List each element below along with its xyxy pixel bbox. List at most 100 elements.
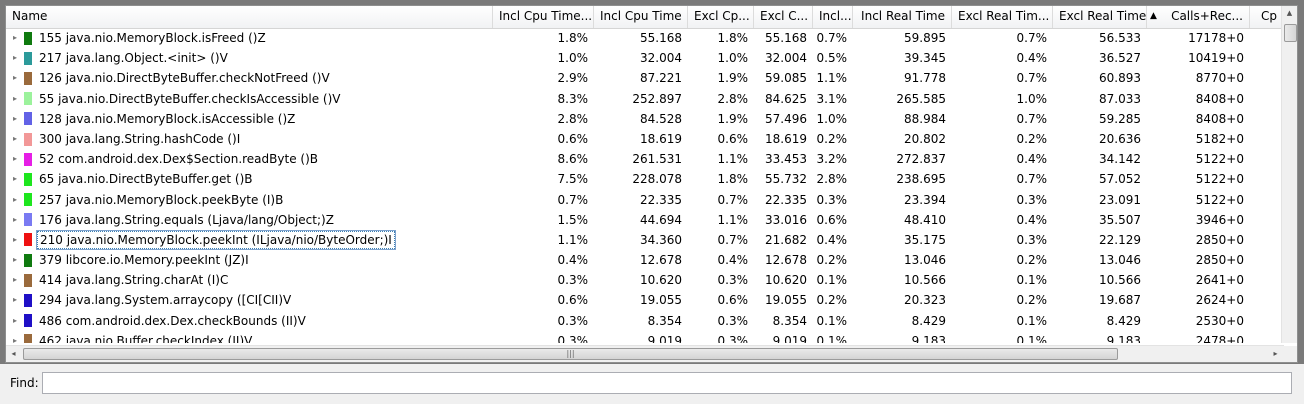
vertical-scroll-thumb[interactable]	[1284, 24, 1297, 42]
expand-arrow-icon[interactable]: ▸	[12, 73, 17, 83]
expand-arrow-icon[interactable]: ▸	[12, 275, 17, 285]
incl-real-cell: 20.323	[904, 293, 946, 308]
cpu-next-cell	[1250, 129, 1284, 149]
expand-arrow-icon[interactable]: ▸	[12, 53, 17, 63]
table-row[interactable]: ▸ 294 java.lang.System.arraycopy ([CI[CII…	[6, 290, 1284, 310]
name-cell: ▸ 210 java.nio.MemoryBlock.peekInt (ILjav…	[6, 229, 493, 250]
incl-real-pct-cell: 0.3%	[816, 192, 848, 207]
column-header-incl-cpu-pct[interactable]: Incl Cpu Time...	[493, 6, 594, 28]
profile-table-panel: Name Incl Cpu Time... Incl Cpu Time Excl Cp…	[5, 5, 1298, 363]
column-header-incl-cpu[interactable]: Incl Cpu Time	[594, 6, 688, 28]
table-body: ▸ 155 java.nio.MemoryBlock.isFreed ()Z 1.8…	[6, 28, 1284, 343]
calls-cell: 17178+0	[1188, 31, 1244, 45]
scroll-up-arrow-icon[interactable]: ▲	[1286, 9, 1293, 17]
method-color-swatch	[24, 253, 32, 267]
incl-cpu-pct-cell: 0.3%	[557, 273, 589, 288]
excl-real-cell: 8.429	[1106, 313, 1141, 328]
table-row[interactable]: ▸ 217 java.lang.Object.<init> ()V 1.0% 32.0…	[6, 48, 1284, 68]
column-header-incl-real[interactable]: Incl Real Time	[853, 6, 952, 28]
vertical-scrollbar[interactable]: ▲	[1281, 6, 1297, 343]
horizontal-scroll-thumb[interactable]: |||	[23, 348, 1118, 360]
find-input[interactable]	[42, 372, 1292, 394]
incl-cpu-cell: 18.619	[640, 131, 682, 146]
excl-cpu-pct-cell: 1.9%	[717, 111, 749, 126]
expand-arrow-icon[interactable]: ▸	[12, 33, 17, 42]
table-row[interactable]: ▸ 414 java.lang.String.charAt (I)C 0.3% 10.…	[6, 270, 1284, 290]
column-header-excl-cpu[interactable]: Excl C...	[754, 6, 813, 28]
expand-arrow-icon[interactable]: ▸	[12, 315, 17, 325]
table-row[interactable]: ▸ 462 java.nio.Buffer.checkIndex (II)V 0.3…	[6, 331, 1284, 343]
incl-real-pct-cell: 0.7%	[816, 31, 848, 45]
excl-cpu-pct-cell: 1.8%	[717, 172, 749, 187]
column-header-label: Excl Real Time	[1059, 9, 1147, 23]
column-header-calls[interactable]: ▲ Calls+Rec...	[1147, 6, 1250, 28]
incl-real-pct-cell: 0.1%	[816, 273, 848, 288]
cpu-next-cell	[1250, 311, 1284, 331]
method-name: 414 java.lang.String.charAt (I)C	[39, 273, 229, 288]
horizontal-scrollbar[interactable]: ◂ ||| ▸	[6, 345, 1284, 362]
excl-cpu-cell: 57.496	[765, 111, 807, 126]
excl-cpu-cell: 59.085	[765, 71, 807, 86]
incl-real-cell: 39.345	[904, 51, 946, 66]
table-row[interactable]: ▸ 52 com.android.dex.Dex$Section.readByte…	[6, 149, 1284, 169]
incl-cpu-cell: 228.078	[632, 172, 682, 187]
expand-arrow-icon[interactable]: ▸	[12, 255, 17, 265]
column-header-incl-real-pct[interactable]: Incl...	[813, 6, 853, 28]
column-header-label: Incl Cpu Time...	[499, 9, 593, 23]
table-row[interactable]: ▸ 210 java.nio.MemoryBlock.peekInt (ILjav…	[6, 229, 1284, 250]
column-header-label: Incl Cpu Time	[600, 9, 682, 23]
cpu-next-cell	[1250, 48, 1284, 68]
table-row[interactable]: ▸ 300 java.lang.String.hashCode ()I 0.6% 18…	[6, 129, 1284, 149]
incl-real-cell: 59.895	[904, 31, 946, 45]
table-row[interactable]: ▸ 126 java.nio.DirectByteBuffer.checkNotF…	[6, 68, 1284, 88]
table-row[interactable]: ▸ 128 java.nio.MemoryBlock.isAccessible (…	[6, 109, 1284, 129]
column-header-excl-real[interactable]: Excl Real Time	[1053, 6, 1147, 28]
expand-arrow-icon[interactable]: ▸	[12, 174, 17, 184]
excl-cpu-pct-cell: 1.8%	[717, 31, 749, 45]
incl-cpu-pct-cell: 0.3%	[557, 333, 589, 343]
excl-real-cell: 19.687	[1099, 293, 1141, 308]
incl-real-cell: 13.046	[904, 253, 946, 268]
expand-arrow-icon[interactable]: ▸	[12, 335, 17, 343]
table-row[interactable]: ▸ 486 com.android.dex.Dex.checkBounds (II…	[6, 311, 1284, 331]
excl-cpu-pct-cell: 1.0%	[717, 51, 749, 66]
scroll-right-arrow-icon[interactable]: ▸	[1273, 349, 1278, 358]
table-row[interactable]: ▸ 65 java.nio.DirectByteBuffer.get ()B 7.5…	[6, 169, 1284, 189]
find-bar: Find:	[0, 364, 1304, 404]
incl-cpu-pct-cell: 0.4%	[557, 253, 589, 268]
column-header-label: Calls+Rec...	[1171, 9, 1243, 23]
table-row[interactable]: ▸ 55 java.nio.DirectByteBuffer.checkIsAcc…	[6, 89, 1284, 109]
incl-cpu-pct-cell: 1.5%	[557, 212, 589, 227]
excl-real-pct-cell: 0.7%	[1016, 71, 1048, 86]
method-name: 294 java.lang.System.arraycopy ([CI[CII)…	[39, 293, 292, 308]
expand-arrow-icon[interactable]: ▸	[12, 133, 17, 143]
expand-arrow-icon[interactable]: ▸	[12, 214, 17, 224]
expand-arrow-icon[interactable]: ▸	[12, 113, 17, 123]
table-row[interactable]: ▸ 257 java.nio.MemoryBlock.peekByte (I)B 0…	[6, 190, 1284, 210]
expand-arrow-icon[interactable]: ▸	[12, 154, 17, 164]
expand-arrow-icon[interactable]: ▸	[12, 234, 17, 244]
column-header-name[interactable]: Name	[6, 6, 493, 28]
excl-cpu-pct-cell: 0.7%	[717, 192, 749, 207]
expand-arrow-icon[interactable]: ▸	[12, 295, 17, 305]
incl-real-cell: 8.429	[911, 313, 946, 328]
expand-arrow-icon[interactable]: ▸	[12, 93, 17, 103]
table-row[interactable]: ▸ 155 java.nio.MemoryBlock.isFreed ()Z 1.8…	[6, 28, 1284, 48]
table-row[interactable]: ▸ 176 java.lang.String.equals (Ljava/lang…	[6, 210, 1284, 230]
column-header-cpu-next[interactable]: Cp	[1250, 6, 1284, 28]
excl-real-cell: 87.033	[1099, 91, 1141, 106]
table-row[interactable]: ▸ 379 libcore.io.Memory.peekInt (JZ)I 0.4%…	[6, 250, 1284, 270]
excl-real-pct-cell: 0.4%	[1016, 51, 1048, 66]
incl-cpu-cell: 22.335	[640, 192, 682, 207]
scroll-left-arrow-icon[interactable]: ◂	[11, 349, 16, 358]
incl-real-cell: 88.984	[904, 111, 946, 126]
calls-cell: 2624+0	[1195, 293, 1244, 308]
column-header-excl-real-pct[interactable]: Excl Real Tim...	[952, 6, 1053, 28]
excl-real-cell: 59.285	[1099, 111, 1141, 126]
excl-real-cell: 60.893	[1099, 71, 1141, 86]
expand-arrow-icon[interactable]: ▸	[12, 194, 17, 204]
column-header-excl-cpu-pct[interactable]: Excl Cp...	[688, 6, 754, 28]
incl-real-pct-cell: 0.1%	[816, 313, 848, 328]
excl-cpu-pct-cell: 0.3%	[717, 313, 749, 328]
excl-real-cell: 57.052	[1099, 172, 1141, 187]
